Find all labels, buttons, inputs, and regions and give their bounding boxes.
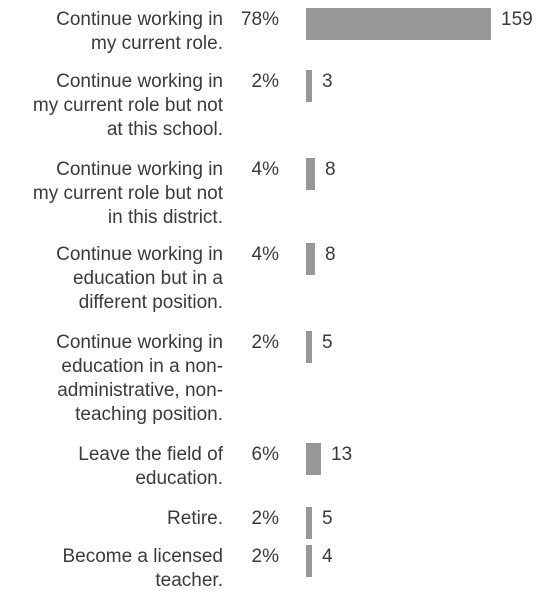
- bar: [306, 158, 315, 190]
- value-label: 159: [501, 9, 533, 30]
- percent-label: 2%: [251, 546, 279, 567]
- percent-label: 2%: [251, 332, 279, 353]
- value-label: 4: [322, 546, 333, 567]
- category-label: Continue working in my current role.: [56, 9, 223, 54]
- category-label: Retire.: [167, 508, 223, 529]
- bar: [306, 70, 312, 102]
- percent-label: 2%: [251, 508, 279, 529]
- bar: [306, 507, 312, 539]
- value-label: 13: [331, 444, 353, 465]
- percent-label: 2%: [251, 71, 279, 92]
- category-label: Continue working in my current role but …: [32, 159, 223, 228]
- bar: [306, 243, 315, 275]
- category-label: Continue working in my current role but …: [32, 71, 223, 140]
- category-label: Become a licensed teacher.: [62, 546, 223, 591]
- percent-label: 4%: [251, 159, 279, 180]
- bar: [306, 8, 491, 40]
- value-label: 5: [322, 508, 333, 529]
- category-label: Leave the field of education.: [78, 444, 223, 489]
- bar: [306, 331, 312, 363]
- value-label: 8: [325, 244, 336, 265]
- category-label: Continue working in education but in a d…: [56, 244, 223, 313]
- value-label: 3: [322, 71, 333, 92]
- value-label: 5: [322, 332, 333, 353]
- percent-label: 6%: [251, 444, 279, 465]
- value-label: 8: [325, 159, 336, 180]
- category-label: Continue working in education in a non- …: [56, 332, 223, 425]
- bar: [306, 545, 312, 577]
- bar: [306, 443, 321, 475]
- percent-label: 4%: [251, 244, 279, 265]
- percent-label: 78%: [240, 9, 279, 30]
